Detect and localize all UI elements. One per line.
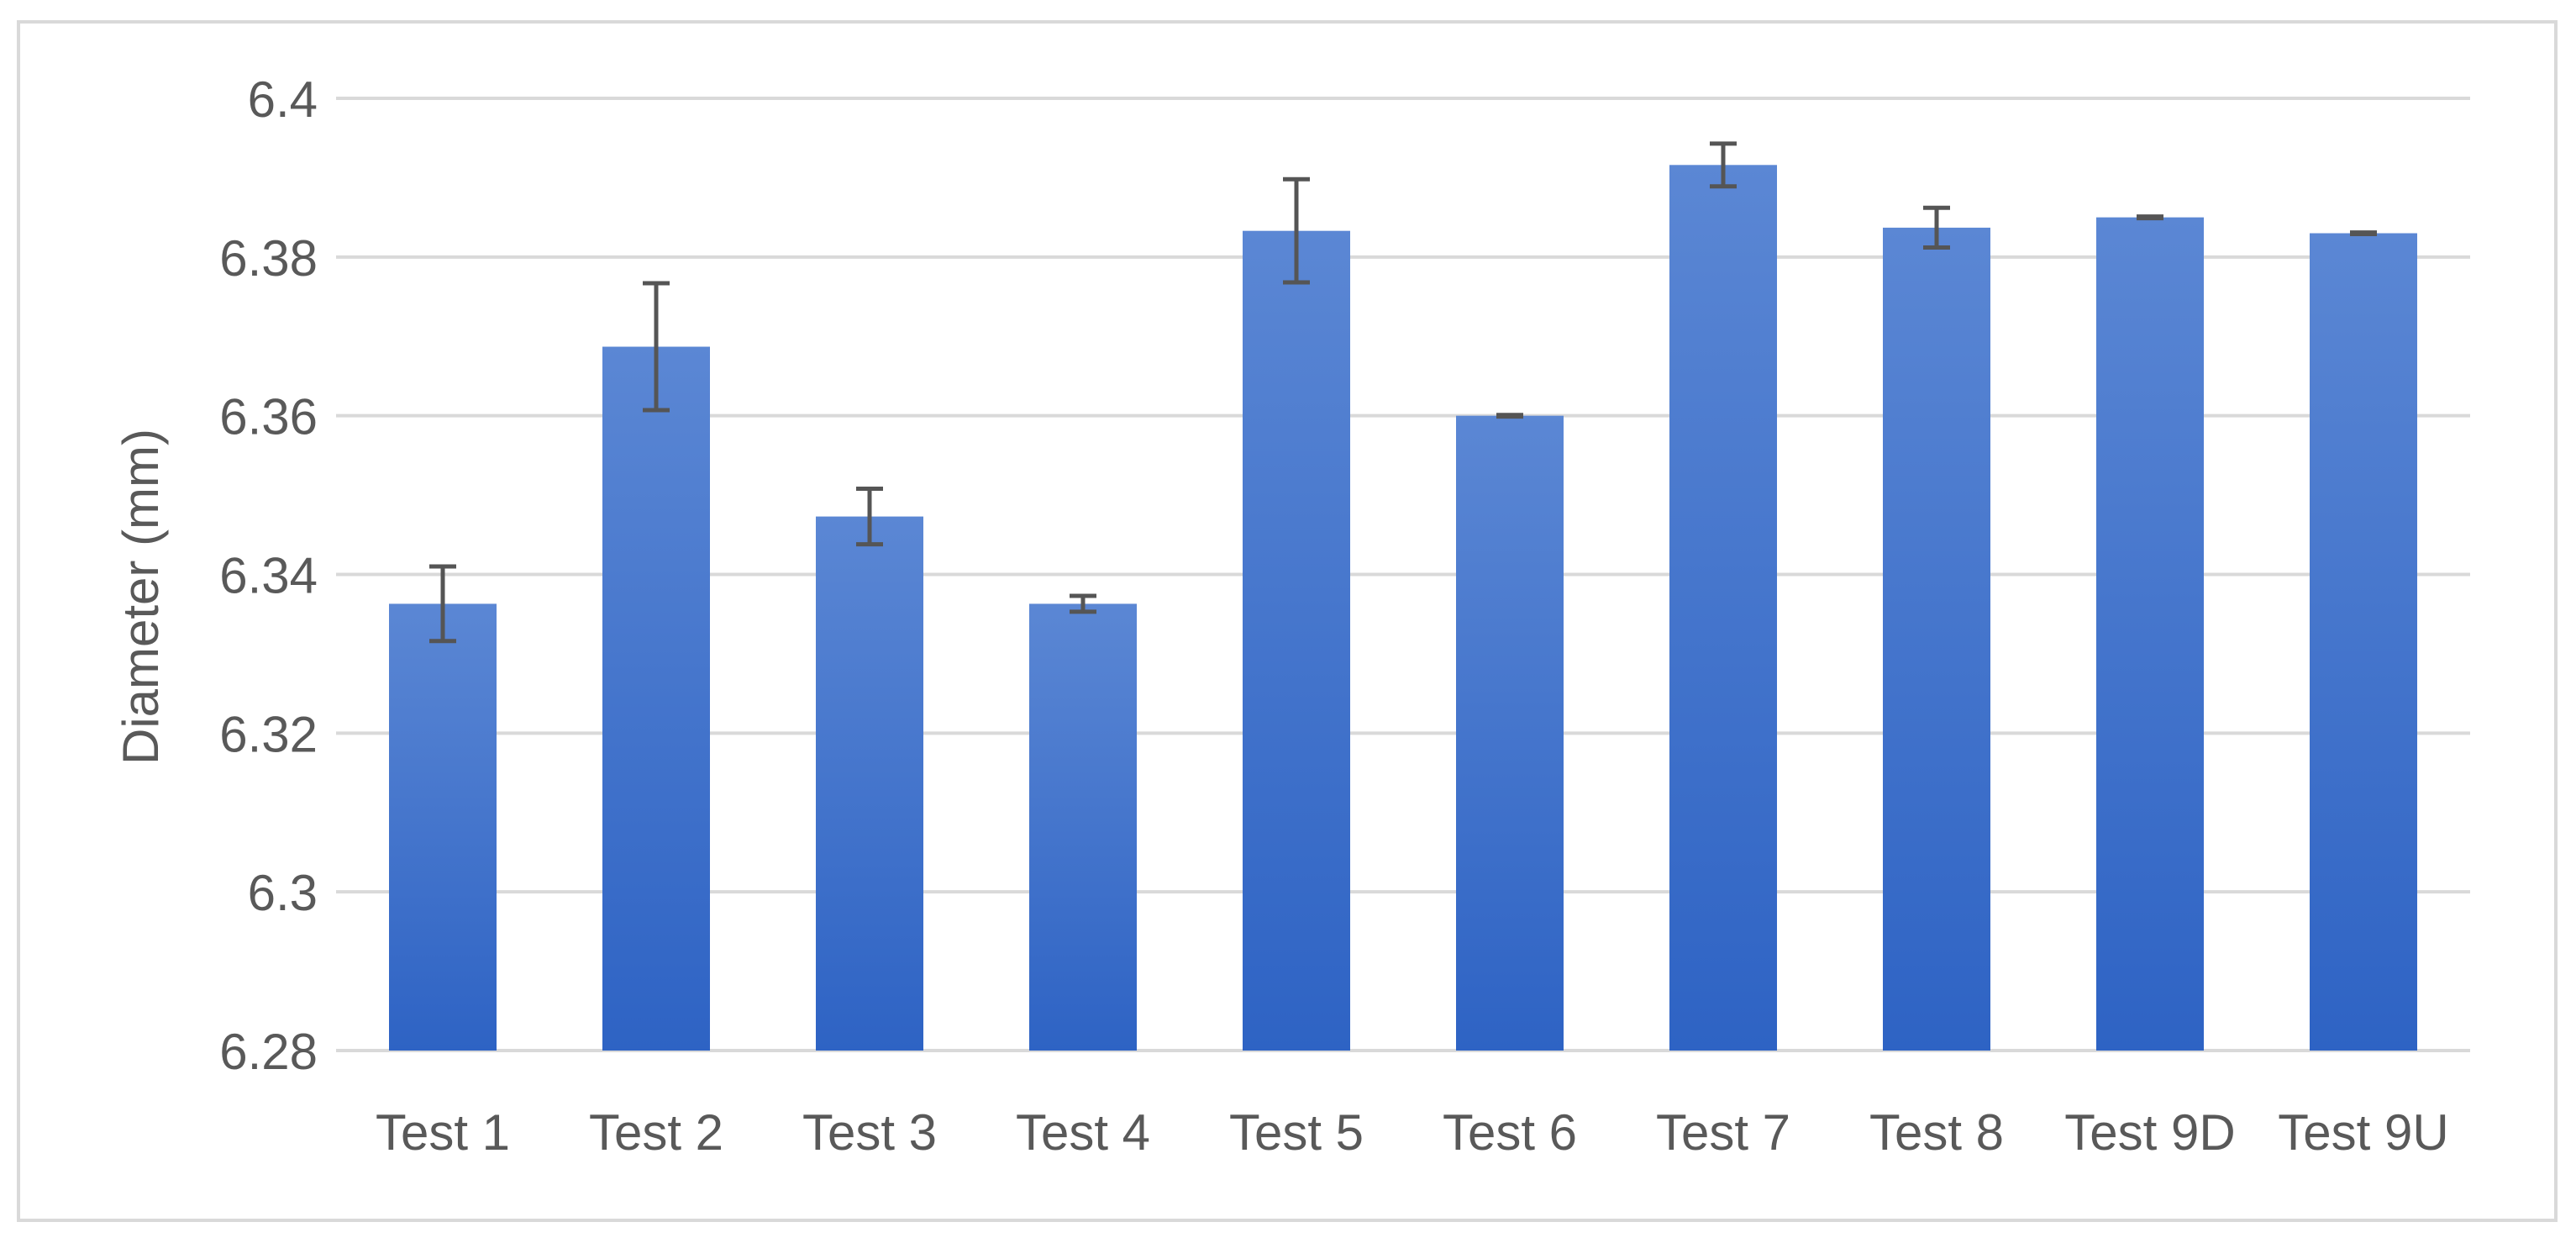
x-tick-label: Test 9U xyxy=(2278,1104,2448,1161)
bars xyxy=(389,165,2417,1051)
bar xyxy=(2096,217,2204,1051)
y-tick-label: 6.38 xyxy=(219,230,318,287)
x-tick-labels: Test 1 Test 2 Test 3 Test 4 Test 5 Test 6 Test… xyxy=(376,1104,2449,1161)
error-bar xyxy=(856,487,883,547)
bar xyxy=(1029,603,1137,1051)
x-tick-label: Test 8 xyxy=(1869,1104,2004,1161)
y-axis-label: Diameter (mm) xyxy=(113,429,169,765)
bar xyxy=(389,603,497,1051)
x-tick-label: Test 4 xyxy=(1016,1104,1150,1161)
error-bar xyxy=(643,281,670,413)
x-tick-label: Test 3 xyxy=(802,1104,937,1161)
x-tick-label: Test 5 xyxy=(1229,1104,1364,1161)
y-tick-label: 6.3 xyxy=(248,865,318,921)
bar xyxy=(1883,227,1990,1051)
x-tick-label: Test 6 xyxy=(1443,1104,1577,1161)
y-tick-label: 6.34 xyxy=(219,548,318,604)
bar xyxy=(1243,230,1350,1051)
error-bar xyxy=(429,564,456,644)
y-tick-label: 6.32 xyxy=(219,706,318,762)
error-bar xyxy=(2350,230,2377,236)
x-tick-label: Test 1 xyxy=(376,1104,510,1161)
y-tick-label: 6.4 xyxy=(248,71,318,128)
bar xyxy=(1669,165,1777,1051)
x-tick-label: Test 9D xyxy=(2064,1104,2235,1161)
bar xyxy=(816,516,923,1051)
bar xyxy=(1456,415,1564,1051)
bar xyxy=(602,346,710,1051)
error-bars xyxy=(429,141,2377,644)
error-bar xyxy=(2137,214,2163,221)
bar xyxy=(2310,233,2417,1051)
error-bar xyxy=(1496,413,1523,419)
x-tick-label: Test 2 xyxy=(589,1104,723,1161)
y-tick-labels: 6.28 6.3 6.32 6.34 6.36 6.38 6.4 xyxy=(219,71,318,1080)
error-bar xyxy=(1710,141,1737,189)
error-bar xyxy=(1923,205,1950,250)
x-tick-label: Test 7 xyxy=(1656,1104,1790,1161)
error-bar xyxy=(1070,593,1096,614)
y-tick-label: 6.36 xyxy=(219,389,318,445)
y-tick-label: 6.28 xyxy=(219,1024,318,1080)
error-bar xyxy=(1283,176,1310,285)
